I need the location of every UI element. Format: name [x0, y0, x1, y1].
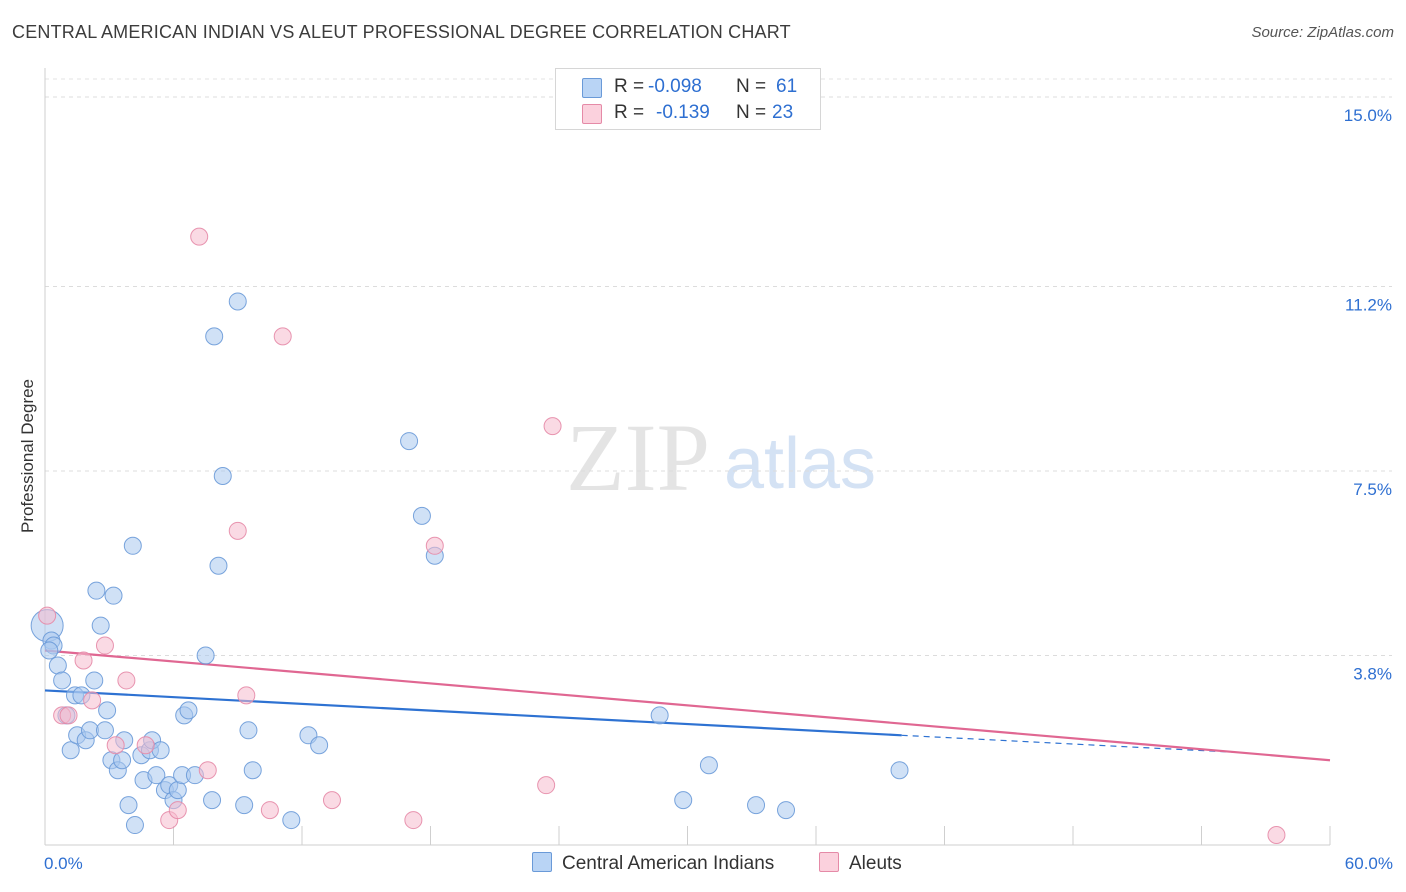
legend-label: Central American Indians [562, 853, 775, 874]
point-central-american-indians [310, 736, 329, 755]
point-aleuts [38, 606, 57, 625]
point-central-american-indians [95, 721, 114, 740]
point-central-american-indians [104, 586, 123, 605]
point-central-american-indians [890, 761, 909, 780]
point-central-american-indians [168, 781, 187, 800]
n-label: N = [736, 102, 767, 123]
x-tick-label: 60.0% [1345, 854, 1393, 873]
blue-swatch [582, 78, 602, 98]
legend-label: Aleuts [849, 853, 902, 874]
point-aleuts [74, 651, 93, 670]
point-central-american-indians [650, 706, 669, 725]
point-central-american-indians [699, 756, 718, 775]
point-central-american-indians [239, 721, 258, 740]
grid-lines [45, 78, 1392, 657]
axes [44, 68, 1331, 846]
stats-legend: R = -0.098 N = 61 R = -0.139 N = 23 [555, 68, 821, 130]
source-credit: Source: ZipAtlas.com [1251, 24, 1394, 41]
point-central-american-indians [235, 796, 254, 815]
point-aleuts [425, 536, 444, 555]
r-label: R = [614, 76, 645, 97]
watermark: ZIP atlas [566, 404, 876, 511]
point-aleuts [237, 686, 256, 705]
y-tick-label: 11.2% [1345, 295, 1392, 314]
point-central-american-indians [209, 556, 228, 575]
point-central-american-indians [147, 766, 166, 785]
trend-line-central-american-indians-extension [901, 734, 1245, 754]
legend-item-central-american-indians: Central American Indians [532, 852, 774, 875]
point-central-american-indians [747, 796, 766, 815]
watermark-atlas: atlas [724, 424, 876, 504]
point-aleuts [136, 736, 155, 755]
point-central-american-indians [87, 581, 106, 600]
point-central-american-indians [243, 761, 262, 780]
point-central-american-indians [98, 701, 117, 720]
point-aleuts [117, 671, 136, 690]
point-aleuts [59, 706, 78, 725]
trend-line-aleuts [44, 649, 1331, 762]
point-central-american-indians [123, 536, 142, 555]
point-central-american-indians [40, 641, 59, 660]
data-points [30, 227, 1286, 845]
point-central-american-indians [777, 801, 796, 820]
point-central-american-indians [282, 811, 301, 830]
point-central-american-indians [205, 327, 224, 346]
point-aleuts [228, 521, 247, 540]
chart-title: CENTRAL AMERICAN INDIAN VS ALEUT PROFESS… [12, 22, 791, 42]
point-aleuts [404, 811, 423, 830]
point-central-american-indians [179, 701, 198, 720]
point-central-american-indians [119, 796, 138, 815]
point-central-american-indians [203, 791, 222, 810]
n-value: 61 [776, 76, 798, 97]
r-value: -0.098 [648, 76, 702, 97]
y-axis-label: Professional Degree [18, 379, 37, 533]
trend-line-central-american-indians [44, 689, 902, 737]
trend-lines [44, 649, 1331, 762]
point-central-american-indians [80, 721, 99, 740]
point-aleuts [322, 791, 341, 810]
n-label: N = [736, 76, 767, 97]
y-tick-label: 3.8% [1353, 665, 1392, 684]
r-value: -0.139 [656, 102, 710, 123]
point-central-american-indians [85, 671, 104, 690]
point-aleuts [537, 776, 556, 795]
point-central-american-indians [151, 741, 170, 760]
point-central-american-indians [213, 466, 232, 485]
tick-labels: 3.8% 7.5% 11.2% 15.0% 0.0% 60.0% [44, 106, 1393, 873]
pink-swatch [819, 852, 839, 872]
point-aleuts [1267, 826, 1286, 845]
point-aleuts [168, 801, 187, 820]
n-value: 23 [772, 102, 794, 123]
point-central-american-indians [196, 646, 215, 665]
point-aleuts [83, 691, 102, 710]
pink-swatch [582, 104, 602, 124]
point-aleuts [543, 417, 562, 436]
point-central-american-indians [674, 791, 693, 810]
point-central-american-indians [400, 432, 419, 451]
legend-item-aleuts: Aleuts [819, 852, 902, 875]
point-aleuts [198, 761, 217, 780]
point-central-american-indians [228, 292, 247, 311]
point-central-american-indians [48, 656, 67, 675]
point-aleuts [260, 801, 279, 820]
y-tick-label: 7.5% [1353, 480, 1392, 499]
point-aleuts [273, 327, 292, 346]
blue-swatch [532, 852, 552, 872]
y-tick-label: 15.0% [1344, 106, 1392, 125]
point-central-american-indians [53, 671, 72, 690]
point-central-american-indians [61, 741, 80, 760]
point-central-american-indians [412, 506, 431, 525]
point-central-american-indians [125, 816, 144, 835]
watermark-zip: ZIP [566, 404, 710, 511]
point-central-american-indians [113, 751, 132, 770]
point-aleuts [190, 227, 209, 246]
x-tick-label: 0.0% [44, 854, 83, 873]
point-aleuts [106, 736, 125, 755]
r-label: R = [614, 102, 645, 123]
point-central-american-indians [91, 616, 110, 635]
point-aleuts [95, 636, 114, 655]
